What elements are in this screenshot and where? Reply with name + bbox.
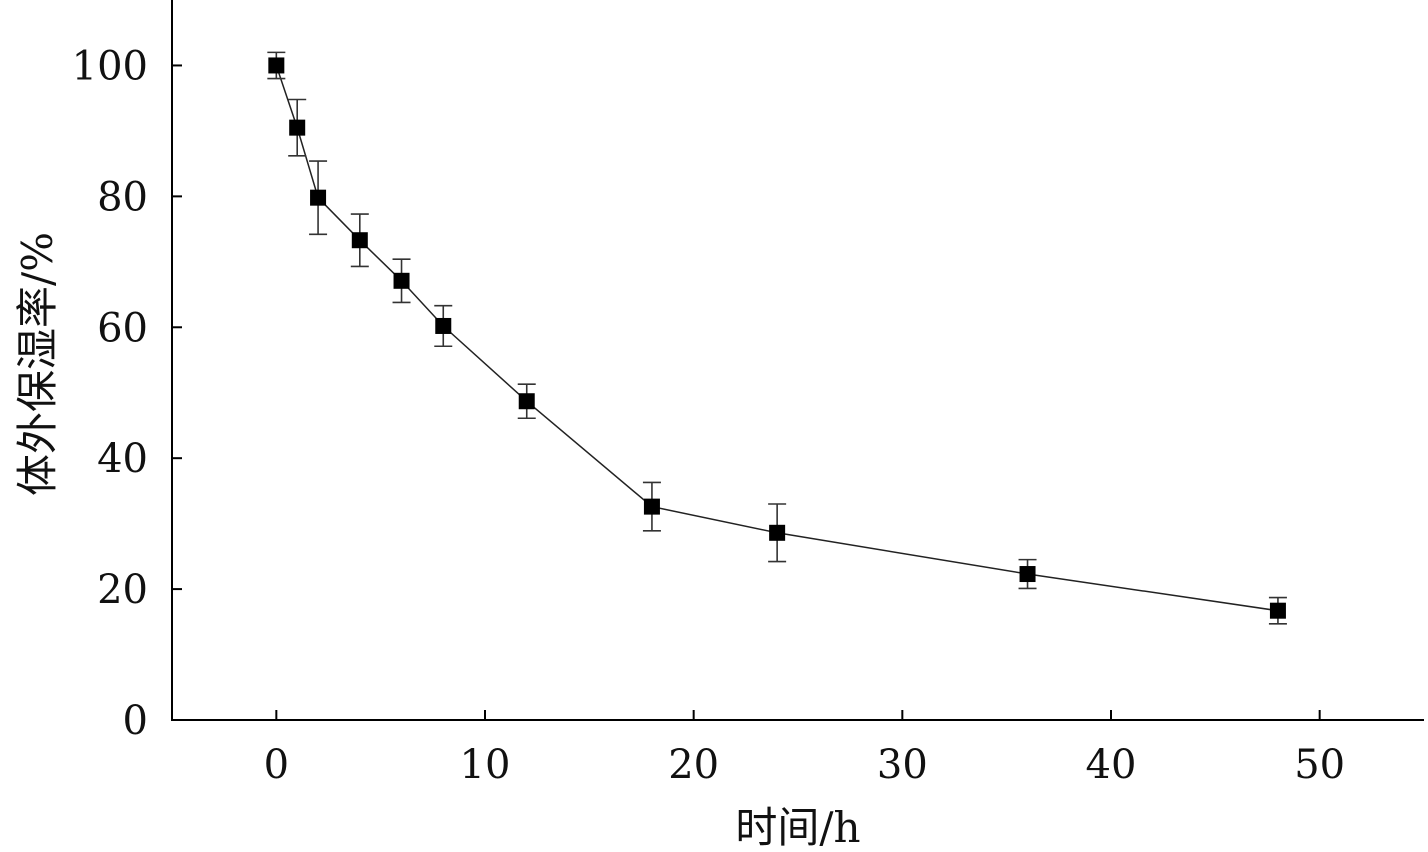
- data-point: [289, 119, 306, 136]
- data-point: [643, 498, 660, 515]
- y-tick-label: 20: [97, 567, 148, 613]
- data-point: [393, 272, 410, 289]
- data-point: [435, 317, 452, 334]
- y-tick-label: 40: [97, 436, 148, 482]
- y-axis-title: 体外保湿率/%: [13, 232, 62, 496]
- data-point: [518, 393, 535, 410]
- data-point: [268, 57, 285, 74]
- y-axis-ticks: 0 20 40 60 80 100: [72, 43, 182, 744]
- data-point: [1019, 566, 1036, 583]
- data-point: [310, 189, 327, 206]
- x-tick-label: 40: [1086, 742, 1137, 788]
- axes: [171, 0, 1424, 721]
- x-axis-ticks: 0 10 20 30 40 50: [264, 710, 1345, 788]
- y-tick-label: 0: [123, 698, 148, 744]
- x-tick-label: 30: [877, 742, 928, 788]
- data-point: [351, 232, 368, 249]
- x-tick-label: 0: [264, 742, 289, 788]
- x-tick-label: 50: [1294, 742, 1345, 788]
- data-point: [1269, 602, 1286, 619]
- data-series: [267, 51, 1287, 625]
- x-tick-label: 10: [460, 742, 511, 788]
- x-tick-label: 20: [668, 742, 719, 788]
- x-axis-title: 时间/h: [735, 803, 860, 852]
- y-tick-label: 80: [97, 174, 148, 220]
- data-point: [769, 524, 786, 541]
- y-tick-label: 60: [97, 305, 148, 351]
- y-tick-label: 100: [72, 43, 148, 89]
